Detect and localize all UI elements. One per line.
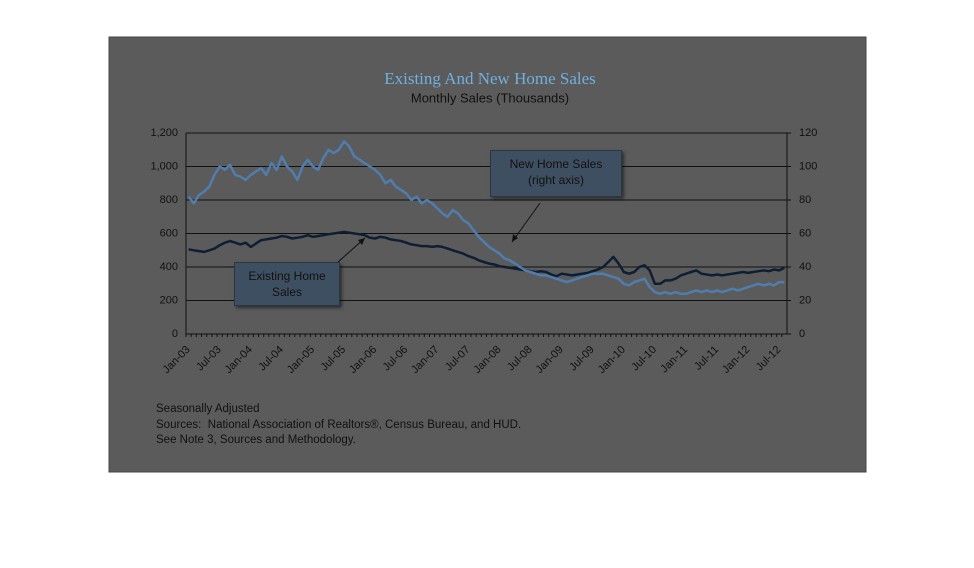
annotation: New Home Sales (right axis) — [490, 150, 622, 197]
chart-subtitle: Monthly Sales (Thousands) — [411, 90, 569, 105]
note: Sources: National Association of Realtor… — [156, 418, 522, 431]
notes: Seasonally Adjusted Sources: National As… — [156, 402, 521, 449]
chart-panel — [108, 36, 867, 473]
y2-tick-label: 80 — [799, 194, 811, 206]
note: Seasonally Adjusted — [156, 403, 260, 415]
series-line — [187, 140, 785, 296]
annotation-arrowhead — [358, 238, 365, 245]
y2-tick-label: 100 — [799, 160, 817, 172]
y-tick-label: 1,200 — [150, 127, 178, 139]
series-line — [188, 230, 785, 286]
y2-tick-label: 40 — [799, 261, 811, 273]
y-tick-label: 200 — [160, 294, 178, 306]
y2-tick-label: 20 — [799, 294, 811, 306]
y-tick-label: 1,000 — [150, 160, 178, 172]
y2-tick-label: 60 — [799, 227, 811, 239]
note: See Note 3, Sources and Methodology. — [156, 434, 356, 446]
y-tick-label: 600 — [160, 227, 178, 239]
annotation: Existing Home Sales — [234, 262, 340, 306]
chart-title: Existing And New Home Sales — [384, 69, 596, 88]
annotation-arrowhead — [512, 234, 518, 242]
y-tick-label: 800 — [160, 194, 178, 206]
y2-tick-label: 0 — [799, 328, 805, 340]
y2-tick-label: 120 — [799, 127, 817, 139]
y-tick-label: 0 — [172, 328, 178, 340]
y-tick-label: 400 — [160, 261, 178, 273]
annotation-arrow — [511, 202, 541, 243]
